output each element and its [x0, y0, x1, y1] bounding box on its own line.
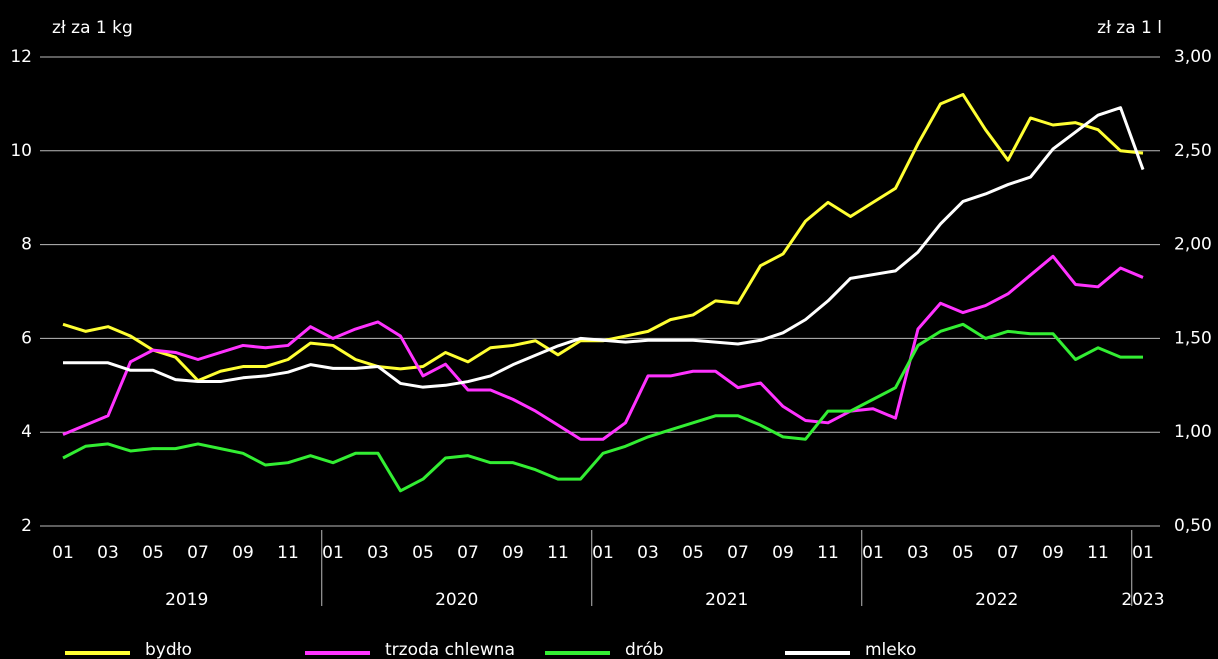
x-tick-label: 05 [412, 543, 434, 563]
x-tick-label: 09 [232, 543, 254, 563]
x-tick-label: 03 [907, 543, 929, 563]
y-tick-label: 10 [10, 141, 32, 161]
x-tick-label: 01 [322, 543, 344, 563]
y-axis-label: zł za 1 kg [52, 18, 133, 38]
y2-tick-label: 2,00 [1174, 235, 1212, 255]
series-line [63, 106, 1145, 389]
y2-tick-label: 3,00 [1174, 47, 1212, 67]
legend-label: trzoda chlewna [385, 640, 515, 659]
year-label: 2019 [165, 590, 208, 610]
x-tick-label: 07 [187, 543, 209, 563]
y2-tick-label: 1,50 [1174, 328, 1212, 348]
x-tick-label: 11 [817, 543, 839, 563]
x-tick-label: 03 [637, 543, 659, 563]
x-tick-label: 07 [997, 543, 1019, 563]
x-tick-label: 01 [592, 543, 614, 563]
x-tick-label: 03 [367, 543, 389, 563]
legend-label: mleko [865, 640, 916, 659]
legend-label: drób [625, 640, 664, 659]
x-tick-label: 05 [952, 543, 974, 563]
x-tick-label: 11 [277, 543, 299, 563]
y2-axis-label: zł za 1 l [1097, 18, 1162, 38]
x-tick-label: 03 [97, 543, 119, 563]
y-tick-label: 6 [21, 328, 32, 348]
year-label: 2020 [435, 590, 478, 610]
y2-tick-label: 2,50 [1174, 141, 1212, 161]
x-tick-label: 01 [1132, 543, 1154, 563]
x-tick-label: 11 [547, 543, 569, 563]
y-tick-label: 2 [21, 516, 32, 536]
y2-tick-label: 1,00 [1174, 422, 1212, 442]
series-line [62, 93, 1144, 383]
y-tick-label: 4 [21, 422, 32, 442]
year-label: 2023 [1121, 590, 1164, 610]
y-tick-label: 12 [10, 47, 32, 67]
x-tick-label: 11 [1087, 543, 1109, 563]
x-tick-label: 05 [142, 543, 164, 563]
x-tick-label: 09 [772, 543, 794, 563]
x-tick-label: 01 [862, 543, 884, 563]
x-tick-label: 07 [727, 543, 749, 563]
x-tick-label: 09 [502, 543, 524, 563]
year-label: 2022 [975, 590, 1018, 610]
legend-label: bydło [145, 640, 192, 659]
year-label: 2021 [705, 590, 748, 610]
series-line [62, 254, 1144, 441]
x-tick-label: 05 [682, 543, 704, 563]
x-tick-label: 07 [457, 543, 479, 563]
x-tick-label: 01 [52, 543, 74, 563]
y2-tick-label: 0,50 [1174, 516, 1212, 536]
series-line [62, 322, 1143, 493]
x-tick-label: 09 [1042, 543, 1064, 563]
y-tick-label: 8 [21, 235, 32, 255]
